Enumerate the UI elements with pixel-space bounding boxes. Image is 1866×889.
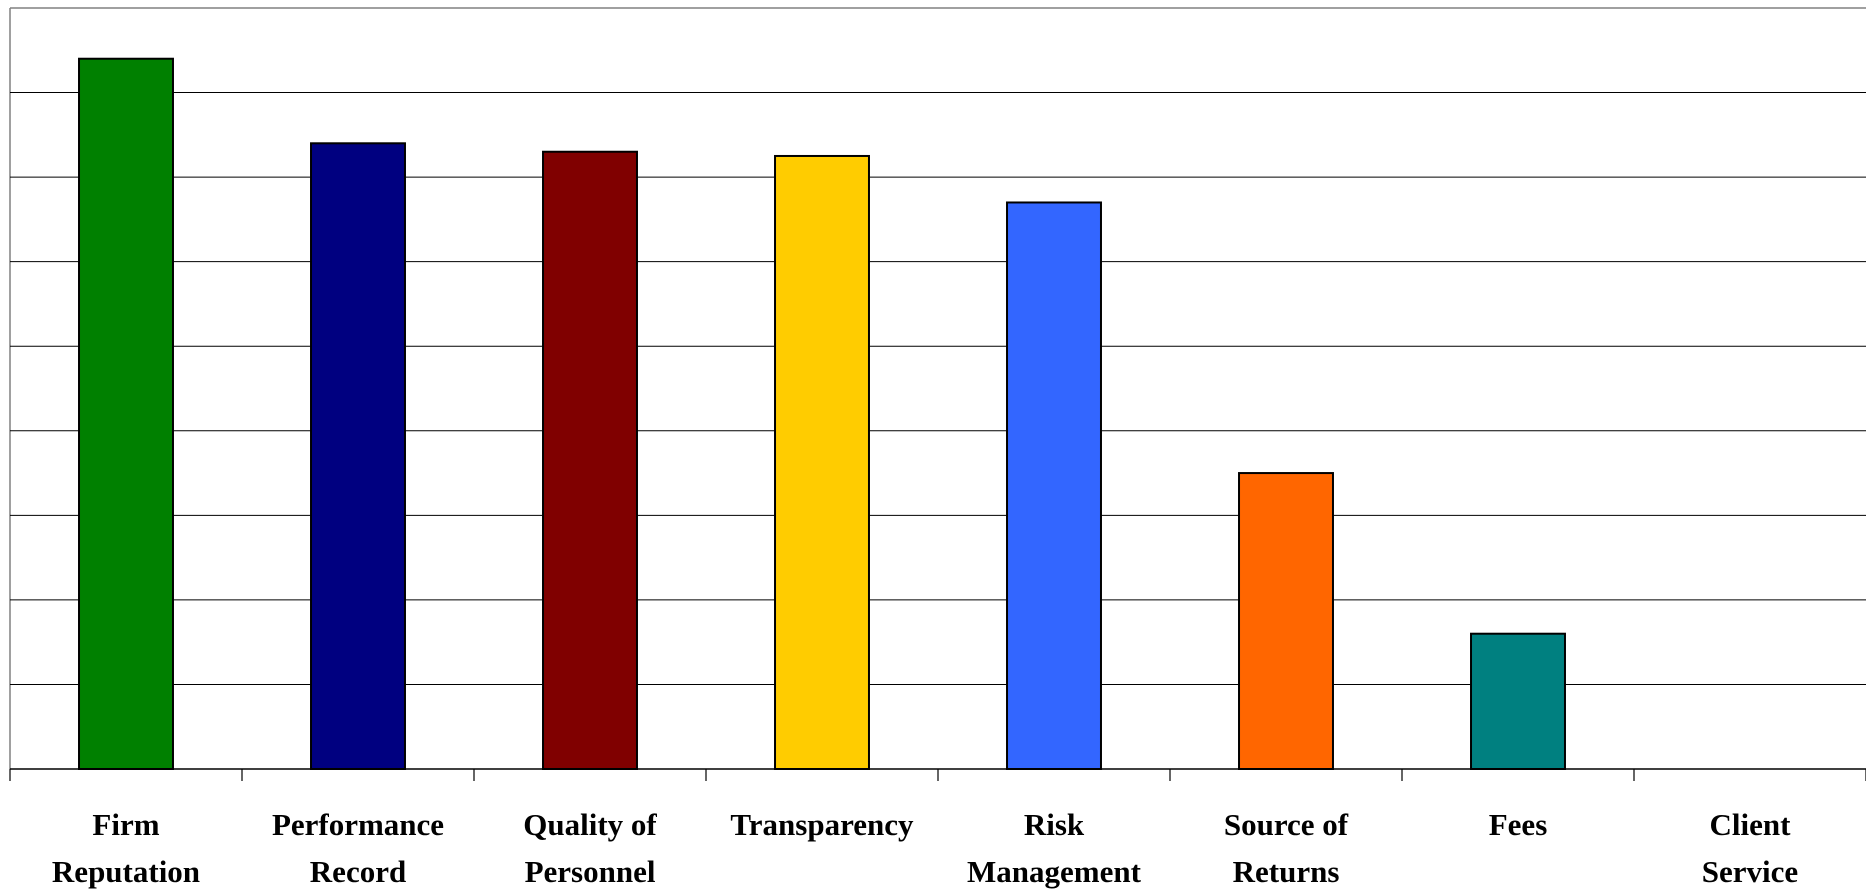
x-tick-label-line: Service bbox=[1702, 854, 1798, 889]
x-tick-label: Quality of Personnel bbox=[523, 807, 657, 889]
x-tick-label: Transparency bbox=[730, 807, 914, 842]
bar bbox=[310, 142, 406, 771]
x-tick-label-line: Reputation bbox=[52, 854, 200, 889]
x-tick-label-line: Returns bbox=[1233, 854, 1340, 889]
x-tick-label-line: Source of bbox=[1224, 807, 1349, 842]
x-tick-label: Fees bbox=[1489, 807, 1548, 842]
bars bbox=[78, 57, 1566, 771]
bar bbox=[1006, 201, 1102, 770]
x-tick-label-line: Client bbox=[1710, 807, 1792, 842]
x-tick-label-line: Personnel bbox=[525, 854, 656, 889]
bar bbox=[542, 150, 638, 770]
x-tick-label: Source of Returns bbox=[1224, 807, 1349, 889]
bar bbox=[1470, 632, 1566, 771]
x-axis bbox=[9, 768, 1866, 781]
gridlines bbox=[10, 92, 1866, 685]
x-tick-label-line: Firm bbox=[92, 807, 159, 842]
bar bbox=[78, 57, 174, 770]
plot-frame bbox=[9, 7, 1866, 769]
category-labels: Firm Reputation Performance Record Quality o… bbox=[52, 807, 1798, 889]
x-tick-label: Client Service bbox=[1702, 807, 1798, 889]
x-tick-label-line: Fees bbox=[1489, 807, 1548, 842]
bar bbox=[1238, 472, 1334, 770]
x-tick-label-line: Management bbox=[967, 854, 1142, 889]
x-tick-label-line: Quality of bbox=[523, 807, 657, 842]
x-tick-label: Firm Reputation bbox=[52, 807, 200, 889]
x-tick-label-line: Record bbox=[310, 854, 406, 889]
x-tick-label: Risk Management bbox=[967, 807, 1142, 889]
x-tick-label-line: Transparency bbox=[730, 807, 914, 842]
bar bbox=[774, 154, 870, 770]
x-tick-label: Performance Record bbox=[272, 807, 444, 889]
x-tick-label-line: Performance bbox=[272, 807, 444, 842]
x-tick-label-line: Risk bbox=[1024, 807, 1085, 842]
